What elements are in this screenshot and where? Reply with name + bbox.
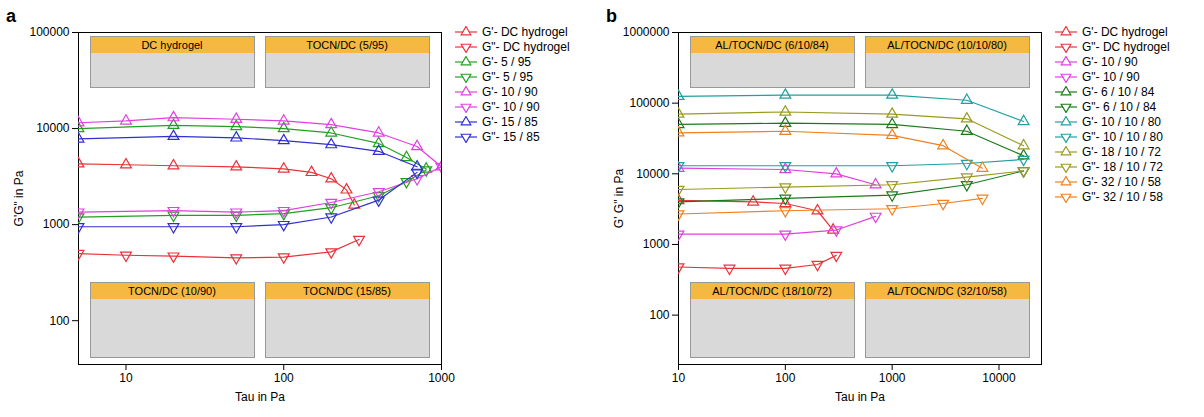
html-text:G"- 6 / 10 / 84: G"- 6 / 10 / 84 bbox=[1082, 99, 1157, 114]
svg-text:10: 10 bbox=[672, 371, 686, 385]
svg-text:100000: 100000 bbox=[629, 96, 669, 110]
svg-text:1000: 1000 bbox=[43, 217, 70, 231]
svg-text:100: 100 bbox=[49, 314, 69, 328]
html-text:G"- DC hydrogel: G"- DC hydrogel bbox=[482, 39, 570, 54]
html-text:TOCN/DC (10/90): TOCN/DC (10/90) bbox=[128, 285, 216, 297]
svg-text:1000000: 1000000 bbox=[623, 25, 670, 39]
html-text:G'- 10 / 90: G'- 10 / 90 bbox=[1082, 54, 1138, 69]
html-text:TOCN/DC (5/95): TOCN/DC (5/95) bbox=[306, 39, 388, 51]
svg-text:G'G" in Pa: G'G" in Pa bbox=[12, 170, 26, 226]
svg-text:Tau in Pa: Tau in Pa bbox=[235, 390, 285, 404]
svg-text:10000: 10000 bbox=[636, 167, 670, 181]
html-text:G"- 5 / 95: G"- 5 / 95 bbox=[482, 69, 533, 84]
html-text:a: a bbox=[6, 6, 16, 26]
html-text:G"- 18 / 10 / 72: G"- 18 / 10 / 72 bbox=[1082, 159, 1163, 174]
html-text:G"- DC hydrogel: G"- DC hydrogel bbox=[1082, 39, 1170, 54]
svg-text:100: 100 bbox=[274, 371, 294, 385]
html-text:G'- DC hydrogel: G'- DC hydrogel bbox=[482, 24, 568, 39]
svg-text:1000: 1000 bbox=[879, 371, 906, 385]
html-text:AL/TOCN/DC (10/10/80): AL/TOCN/DC (10/10/80) bbox=[887, 39, 1007, 51]
html-text:TOCN/DC (15/85): TOCN/DC (15/85) bbox=[303, 285, 391, 297]
html-text:b: b bbox=[606, 6, 617, 26]
html-text:DC hydrogel: DC hydrogel bbox=[141, 39, 203, 51]
svg-text:10000: 10000 bbox=[982, 371, 1016, 385]
html-text:G'- DC hydrogel: G'- DC hydrogel bbox=[1082, 24, 1168, 39]
svg-text:Tau in Pa: Tau in Pa bbox=[835, 390, 885, 404]
html-text:G'- 5 / 95: G'- 5 / 95 bbox=[482, 54, 531, 69]
svg-text:10000: 10000 bbox=[36, 121, 70, 135]
svg-text:G' G" in Pa: G' G" in Pa bbox=[612, 169, 626, 229]
html-text:G'- 15 / 85: G'- 15 / 85 bbox=[482, 114, 538, 129]
svg-text:10: 10 bbox=[119, 371, 133, 385]
svg-text:100000: 100000 bbox=[29, 25, 69, 39]
html-text:G'- 18 / 10 / 72: G'- 18 / 10 / 72 bbox=[1082, 144, 1161, 159]
html-text:G"- 10 / 10 / 80: G"- 10 / 10 / 80 bbox=[1082, 129, 1163, 144]
html-text:G'- 10 / 90: G'- 10 / 90 bbox=[482, 84, 538, 99]
html-text:G"- 32 / 10 / 58: G"- 32 / 10 / 58 bbox=[1082, 189, 1163, 204]
svg-text:100: 100 bbox=[649, 308, 669, 322]
html-text:G"- 10 / 90: G"- 10 / 90 bbox=[1082, 69, 1140, 84]
html-text:G"- 15 / 85: G"- 15 / 85 bbox=[482, 129, 540, 144]
html-text:AL/TOCN/DC (18/10/72): AL/TOCN/DC (18/10/72) bbox=[712, 285, 832, 297]
svg-text:100: 100 bbox=[775, 371, 795, 385]
svg-text:1000: 1000 bbox=[428, 371, 455, 385]
svg-text:1000: 1000 bbox=[643, 237, 670, 251]
html-text:G"- 10 / 90: G"- 10 / 90 bbox=[482, 99, 540, 114]
html-text:AL/TOCN/DC (32/10/58): AL/TOCN/DC (32/10/58) bbox=[887, 285, 1007, 297]
html-text:AL/TOCN/DC (6/10/84): AL/TOCN/DC (6/10/84) bbox=[715, 39, 829, 51]
html-text:G'- 32 / 10 / 58: G'- 32 / 10 / 58 bbox=[1082, 174, 1161, 189]
html-text:G'- 6 / 10 / 84: G'- 6 / 10 / 84 bbox=[1082, 84, 1155, 99]
html-text:G'- 10 / 10 / 80: G'- 10 / 10 / 80 bbox=[1082, 114, 1161, 129]
